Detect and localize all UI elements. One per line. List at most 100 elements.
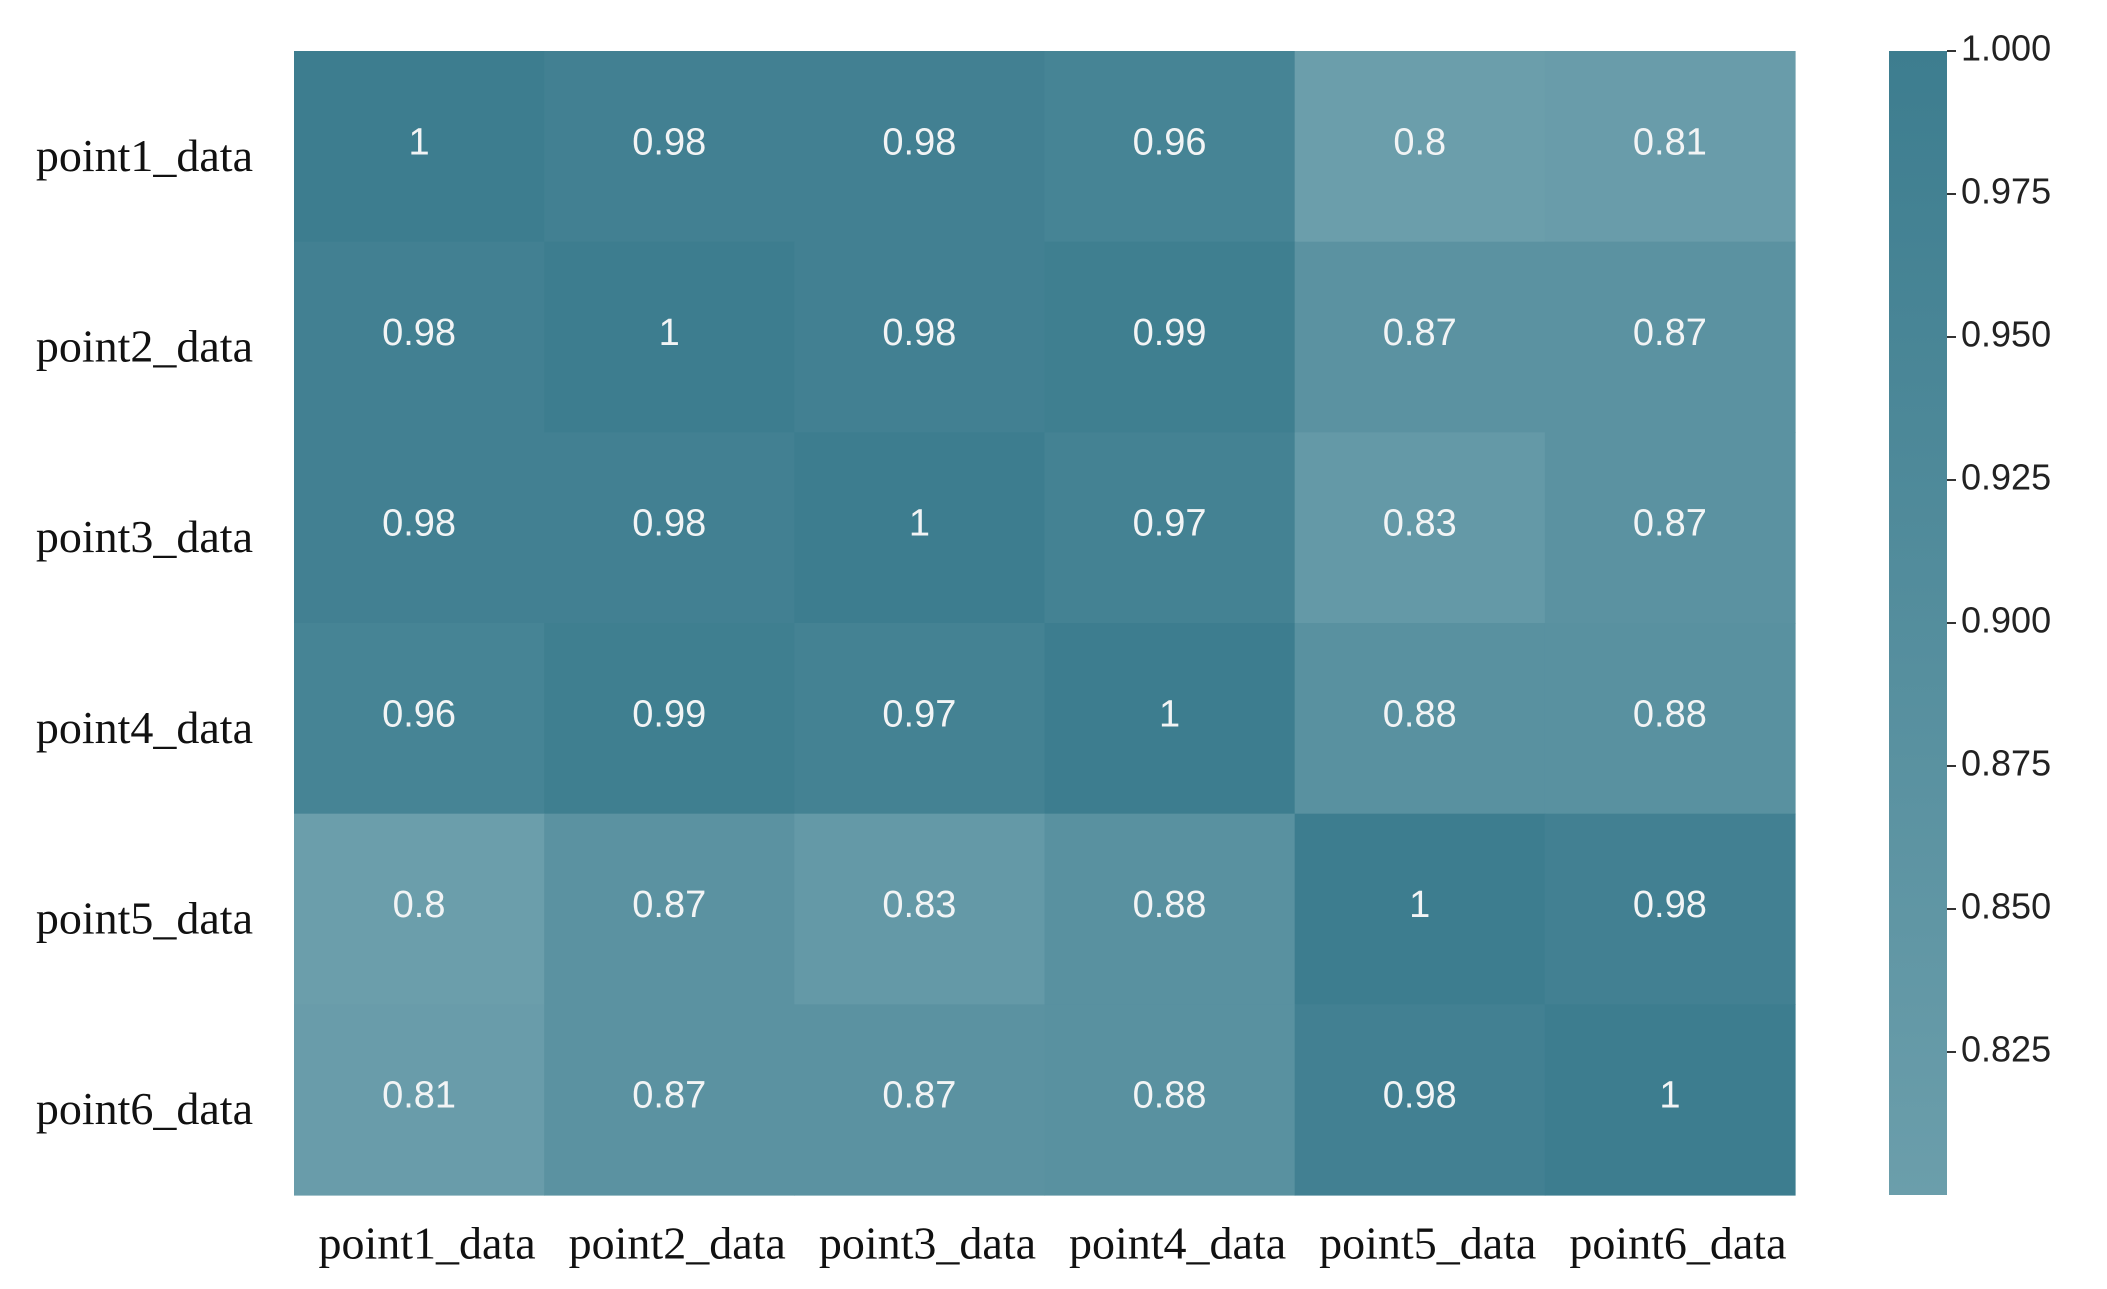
x-tick-label-6: point6_data <box>1569 1218 1786 1269</box>
cell-value-label-r6-c6: 1 <box>1659 1075 1680 1117</box>
cell-value-label-r6-c1: 0.81 <box>382 1075 456 1117</box>
cell-value-label-r4-c2: 0.99 <box>632 693 706 735</box>
heatmap-cell-r3-c3 <box>794 432 1046 624</box>
heatmap-cell-r1-c4 <box>1044 51 1296 243</box>
cell-value-label-r1-c2: 0.98 <box>632 121 706 163</box>
heatmap-cell-r1-c1 <box>294 51 545 243</box>
heatmap-cell-r5-c5 <box>1294 813 1546 1005</box>
cell-value-label-r1-c3: 0.98 <box>882 121 956 163</box>
colorbar-tick-label-7: 0.850 <box>1961 886 2051 927</box>
cell-value-label-r3-c2: 0.98 <box>632 503 706 545</box>
colorbar-tick-label-8: 0.825 <box>1961 1029 2051 1070</box>
colorbar-tick-label-1: 1.000 <box>1961 28 2051 69</box>
colorbar-tick-label-5: 0.900 <box>1961 600 2051 641</box>
cell-value-label-r6-c2: 0.87 <box>632 1075 706 1117</box>
heatmap-cell-r2-c1 <box>294 241 545 433</box>
heatmap-cell-r5-c6 <box>1544 813 1796 1005</box>
y-tick-label-4: point4_data <box>36 702 253 753</box>
heatmap-cell-r5-c1 <box>294 813 545 1005</box>
cell-value-label-r2-c6: 0.87 <box>1633 312 1707 354</box>
cell-value-label-r2-c4: 0.99 <box>1133 312 1207 354</box>
cell-value-label-r3-c6: 0.87 <box>1633 503 1707 545</box>
heatmap-cell-r1-c2 <box>544 51 795 243</box>
heatmap-cell-r4-c4 <box>1044 623 1296 815</box>
cell-value-label-r4-c3: 0.97 <box>882 693 956 735</box>
colorbar-tick-label-4: 0.925 <box>1961 457 2051 498</box>
heatmap-cell-r4-c2 <box>544 623 795 815</box>
cell-value-label-r5-c1: 0.8 <box>393 884 446 926</box>
y-tick-label-3: point3_data <box>36 511 253 562</box>
cell-value-label-r1-c4: 0.96 <box>1133 121 1207 163</box>
heatmap-cell-r2-c4 <box>1044 241 1296 433</box>
heatmap-cell-r2-c5 <box>1294 241 1546 433</box>
heatmap-cell-r2-c6 <box>1544 241 1796 433</box>
cell-value-label-r6-c5: 0.98 <box>1383 1075 1457 1117</box>
y-axis-labels: point1_data point2_data point3_data point4_… <box>36 130 253 1134</box>
y-tick-label-1: point1_data <box>36 130 253 181</box>
cell-value-label-r2-c1: 0.98 <box>382 312 456 354</box>
cell-value-label-r5-c2: 0.87 <box>632 884 706 926</box>
cell-value-label-r1-c6: 0.81 <box>1633 121 1707 163</box>
heatmap-cell-r2-c2 <box>544 241 795 433</box>
cell-value-label-r2-c3: 0.98 <box>882 312 956 354</box>
heatmap-cell-r4-c1 <box>294 623 545 815</box>
y-tick-label-6: point6_data <box>36 1083 253 1134</box>
cell-value-label-r6-c3: 0.87 <box>882 1075 956 1117</box>
heatmap-cell-r6-c5 <box>1294 1004 1546 1196</box>
heatmap-cell-r1-c3 <box>794 51 1046 243</box>
heatmap-cell-r5-c3 <box>794 813 1046 1005</box>
heatmap-cell-r2-c3 <box>794 241 1046 433</box>
x-tick-label-4: point4_data <box>1069 1218 1286 1269</box>
x-tick-label-3: point3_data <box>819 1218 1036 1269</box>
heatmap-cell-r6-c2 <box>544 1004 795 1196</box>
heatmap-cell-r3-c6 <box>1544 432 1796 624</box>
cell-value-label-r4-c4: 1 <box>1159 693 1180 735</box>
colorbar-tick-label-3: 0.950 <box>1961 314 2051 355</box>
cell-value-label-r5-c3: 0.83 <box>882 884 956 926</box>
cell-value-label-r3-c4: 0.97 <box>1133 503 1207 545</box>
cell-value-label-r5-c6: 0.98 <box>1633 884 1707 926</box>
heatmap-cell-r1-c6 <box>1544 51 1796 243</box>
heatmap-cell-r3-c1 <box>294 432 545 624</box>
heatmap-cell-r6-c3 <box>794 1004 1046 1196</box>
heatmap-cell-r6-c1 <box>294 1004 545 1196</box>
cell-value-label-r1-c1: 1 <box>409 121 430 163</box>
cell-value-label-r5-c4: 0.88 <box>1133 884 1207 926</box>
x-tick-label-1: point1_data <box>318 1218 535 1269</box>
heatmap-cell-r6-c6 <box>1544 1004 1796 1196</box>
heatmap-cell-r4-c6 <box>1544 623 1796 815</box>
x-axis-labels: point1_data point2_data point3_data point4_… <box>318 1218 1786 1269</box>
cell-value-label-r5-c5: 1 <box>1409 884 1430 926</box>
cell-value-label-r4-c5: 0.88 <box>1383 693 1457 735</box>
heatmap-cell-r1-c5 <box>1294 51 1546 243</box>
heatmap-cell-r4-c5 <box>1294 623 1546 815</box>
colorbar-tick-label-2: 0.975 <box>1961 171 2051 212</box>
cell-value-label-r3-c1: 0.98 <box>382 503 456 545</box>
colorbar-tick-label-6: 0.875 <box>1961 743 2051 784</box>
heatmap-cells <box>294 51 1796 1196</box>
heatmap-cell-r4-c3 <box>794 623 1046 815</box>
cell-value-label-r1-c5: 0.8 <box>1393 121 1446 163</box>
cell-value-label-r3-c3: 1 <box>909 503 930 545</box>
x-tick-label-5: point5_data <box>1319 1218 1536 1269</box>
y-tick-label-5: point5_data <box>36 893 253 944</box>
cell-value-label-r2-c5: 0.87 <box>1383 312 1457 354</box>
heatmap-cell-r3-c4 <box>1044 432 1296 624</box>
cell-value-label-r2-c2: 1 <box>659 312 680 354</box>
x-tick-label-2: point2_data <box>569 1218 786 1269</box>
heatmap-cell-r6-c4 <box>1044 1004 1296 1196</box>
heatmap-cell-r5-c2 <box>544 813 795 1005</box>
cell-value-label-r6-c4: 0.88 <box>1133 1075 1207 1117</box>
cell-value-label-r4-c1: 0.96 <box>382 693 456 735</box>
colorbar: 1.000 0.975 0.950 0.925 0.900 0.875 0.850 0.825 <box>1889 28 2051 1195</box>
y-tick-label-2: point2_data <box>36 321 253 372</box>
cell-value-label-r4-c6: 0.88 <box>1633 693 1707 735</box>
colorbar-gradient <box>1889 51 1947 1195</box>
heatmap-cell-r3-c5 <box>1294 432 1546 624</box>
heatmap-annotations: 1 0.98 0.98 0.96 0.8 0.810.98 1 0.98 0.99 0.87 0.8… <box>382 121 1707 1116</box>
heatmap-cell-r3-c2 <box>544 432 795 624</box>
cell-value-label-r3-c5: 0.83 <box>1383 503 1457 545</box>
heatmap-cell-r5-c4 <box>1044 813 1296 1005</box>
